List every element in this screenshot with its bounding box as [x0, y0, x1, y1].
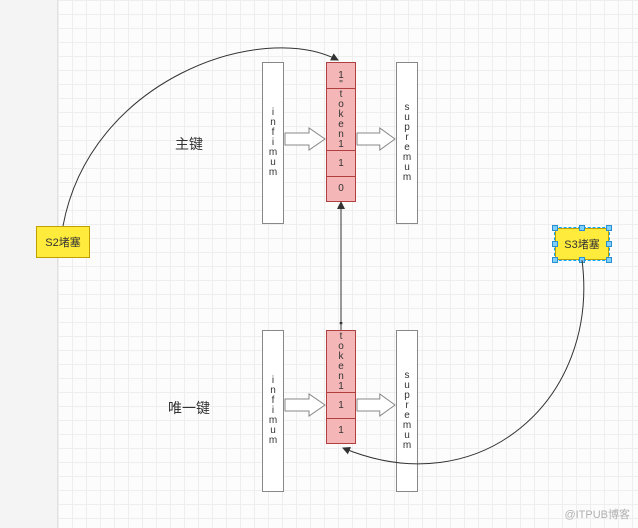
diagram-canvas: 主键 infimum 1"token1"10 supremum 唯一键 infi…	[0, 0, 638, 528]
record-cell: "token1"	[326, 88, 356, 150]
record-cell: 1	[326, 392, 356, 418]
record-cell: "token1"	[326, 330, 356, 392]
record-cell: 1	[326, 418, 356, 444]
selection-handle[interactable]	[579, 225, 585, 231]
record-cell: 0	[326, 176, 356, 202]
selection-handle[interactable]	[579, 257, 585, 263]
note-s3[interactable]: S3堵塞	[555, 228, 609, 260]
record-stack-bottom: "token1"11	[326, 330, 356, 444]
watermark: @ITPUB博客	[564, 506, 630, 522]
record-cell: 1	[326, 150, 356, 176]
selection-handle[interactable]	[552, 225, 558, 231]
side-panel	[0, 0, 58, 528]
selection-handle[interactable]	[606, 225, 612, 231]
label-unique-key: 唯一键	[168, 398, 210, 418]
selection-handle[interactable]	[606, 241, 612, 247]
selection-handle[interactable]	[552, 257, 558, 263]
record-stack-top: 1"token1"10	[326, 62, 356, 202]
selection-handle[interactable]	[606, 257, 612, 263]
infimum-box-bottom: infimum	[262, 330, 284, 492]
supremum-box-top: supremum	[396, 62, 418, 224]
label-primary-key: 主键	[175, 134, 203, 154]
infimum-box-top: infimum	[262, 62, 284, 224]
note-s2[interactable]: S2堵塞	[36, 226, 90, 258]
selection-handle[interactable]	[552, 241, 558, 247]
supremum-box-bottom: supremum	[396, 330, 418, 492]
